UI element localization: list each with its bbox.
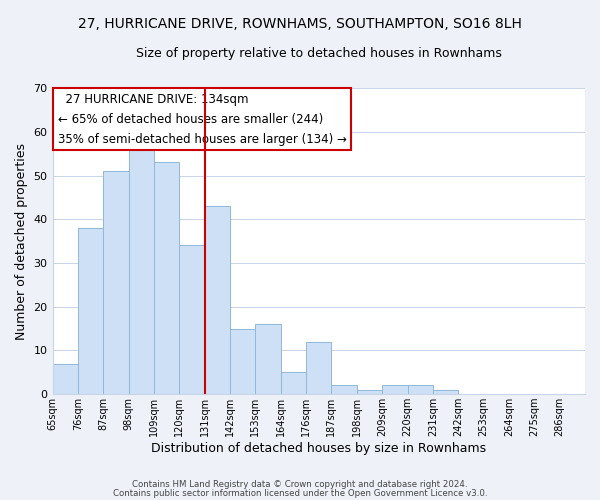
Bar	[306, 342, 331, 394]
Bar	[433, 390, 458, 394]
Bar	[230, 328, 256, 394]
Text: Contains HM Land Registry data © Crown copyright and database right 2024.: Contains HM Land Registry data © Crown c…	[132, 480, 468, 489]
Bar	[53, 364, 78, 394]
Bar	[78, 228, 103, 394]
Text: 27 HURRICANE DRIVE: 134sqm
← 65% of detached houses are smaller (244)
35% of sem: 27 HURRICANE DRIVE: 134sqm ← 65% of deta…	[58, 92, 347, 146]
Bar	[128, 150, 154, 394]
Bar	[154, 162, 179, 394]
Text: Contains public sector information licensed under the Open Government Licence v3: Contains public sector information licen…	[113, 489, 487, 498]
Bar	[357, 390, 382, 394]
Bar	[407, 386, 433, 394]
Bar	[382, 386, 407, 394]
X-axis label: Distribution of detached houses by size in Rownhams: Distribution of detached houses by size …	[151, 442, 487, 455]
Bar	[205, 206, 230, 394]
Bar	[331, 386, 357, 394]
Y-axis label: Number of detached properties: Number of detached properties	[15, 142, 28, 340]
Title: Size of property relative to detached houses in Rownhams: Size of property relative to detached ho…	[136, 48, 502, 60]
Bar	[103, 171, 128, 394]
Bar	[179, 246, 205, 394]
Bar	[281, 372, 306, 394]
Bar	[256, 324, 281, 394]
Text: 27, HURRICANE DRIVE, ROWNHAMS, SOUTHAMPTON, SO16 8LH: 27, HURRICANE DRIVE, ROWNHAMS, SOUTHAMPT…	[78, 18, 522, 32]
